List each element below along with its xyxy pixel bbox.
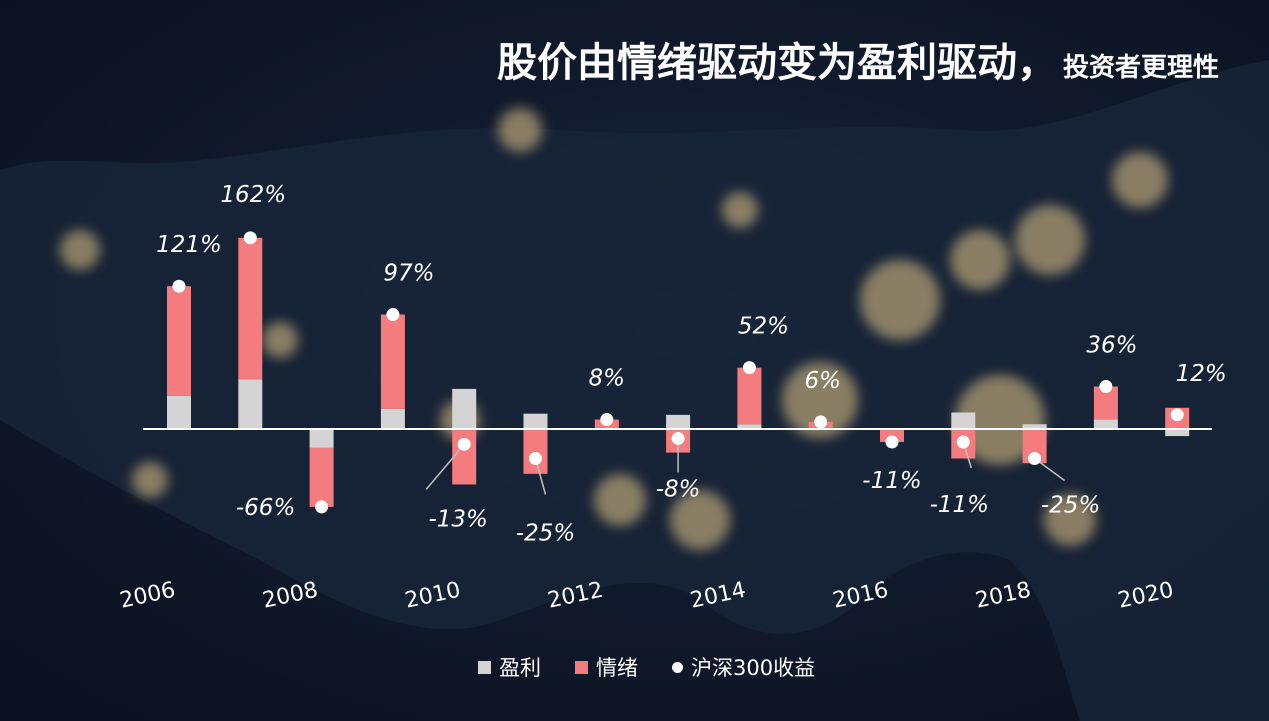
sentiment-bar-2010 <box>452 429 477 485</box>
sentiment-bar-2006 <box>167 286 191 396</box>
x-tick-label-2016: 2016 <box>831 578 891 614</box>
index-return-dot-2007 <box>243 231 257 245</box>
profit-bar-2017 <box>951 412 976 429</box>
x-tick-label-2018: 2018 <box>973 578 1033 614</box>
sentiment-bar-2008 <box>309 447 334 507</box>
index-return-dot-2017 <box>956 435 970 449</box>
bars-layer <box>167 237 1190 507</box>
profit-bar-2013 <box>666 414 691 429</box>
sentiment-bar-2009 <box>380 314 405 409</box>
data-label-2011: -25% <box>516 521 575 547</box>
data-label-2012: 8% <box>589 366 626 392</box>
index-return-dot-2020 <box>1170 408 1184 422</box>
index-return-dot-2018 <box>1028 452 1042 465</box>
index-return-dot-2013 <box>671 431 685 445</box>
index-return-dot-2012 <box>600 413 614 427</box>
legend-item-index-return: 沪深300收益 <box>672 652 815 682</box>
data-label-2006: 121% <box>156 232 222 258</box>
profit-bar-2008 <box>309 429 334 448</box>
legend-item-profit: 盈利 <box>478 652 541 682</box>
legend-label-index-return: 沪深300收益 <box>691 656 816 680</box>
data-label-2020: 12% <box>1176 361 1227 387</box>
profit-bar-2006 <box>167 395 191 429</box>
profit-bar-2018 <box>1022 424 1047 429</box>
data-label-2007: 162% <box>220 182 286 208</box>
x-tick-label-2012: 2012 <box>545 578 605 614</box>
index-return-dot-2014 <box>742 361 756 375</box>
index-return-dot-2010 <box>457 437 471 451</box>
chart-title: 股价由情绪驱动变为盈利驱动， 投资者更理性 <box>497 30 1219 88</box>
legend-swatch-sentiment <box>575 660 588 674</box>
profit-bar-2011 <box>523 413 548 429</box>
legend-swatch-profit <box>478 660 491 674</box>
x-tick-labels-layer: 2006 2008 2010 2012 2014 2016 2018 2020 <box>118 578 1176 614</box>
profit-bar-2014 <box>737 424 762 429</box>
data-label-2017: -11% <box>930 492 989 518</box>
legend-item-sentiment: 情绪 <box>575 652 638 682</box>
data-label-2013: -8% <box>656 476 701 502</box>
data-label-2008: -66% <box>236 495 295 521</box>
x-tick-label-2008: 2008 <box>260 578 320 614</box>
data-label-2015: 6% <box>804 368 841 394</box>
legend-label-profit: 盈利 <box>499 656 541 680</box>
data-label-2018: -25% <box>1041 493 1100 519</box>
profit-bar-2010 <box>452 388 477 429</box>
sentiment-bar-2014 <box>737 367 762 425</box>
data-label-2009: 97% <box>383 261 434 287</box>
legend-dot-index-return <box>672 661 683 673</box>
data-label-2016: -11% <box>862 468 921 494</box>
data-label-2010: -13% <box>428 506 487 532</box>
legend: 盈利 情绪 沪深300收益 <box>478 652 849 682</box>
x-tick-label-2006: 2006 <box>118 578 178 614</box>
index-return-dot-2006 <box>172 279 186 293</box>
index-return-dot-2019 <box>1099 380 1113 394</box>
data-label-2014: 52% <box>738 314 789 340</box>
index-return-dot-2015 <box>814 415 828 429</box>
profit-bar-2007 <box>238 379 263 429</box>
x-tick-label-2020: 2020 <box>1116 578 1176 614</box>
index-return-dot-2008 <box>315 500 329 514</box>
data-label-2019: 36% <box>1086 333 1137 359</box>
legend-label-sentiment: 情绪 <box>596 656 638 680</box>
index-return-dot-2009 <box>386 308 400 322</box>
x-tick-label-2014: 2014 <box>688 578 748 614</box>
profit-bar-2009 <box>380 408 405 429</box>
profit-bar-2020 <box>1165 429 1190 437</box>
title-sub: 投资者更理性 <box>1062 53 1219 83</box>
data-labels-layer: 121% 162% -66% 97% -13% -25% 8% -8% 52% 6% -11% -11… <box>156 182 1227 547</box>
index-return-dot-2016 <box>885 435 899 449</box>
profit-bar-2019 <box>1093 419 1118 429</box>
sentiment-bar-2007 <box>238 237 263 380</box>
dots-layer <box>172 231 1184 514</box>
sentiment-bar-2011 <box>523 429 548 474</box>
index-return-dot-2011 <box>529 452 542 465</box>
title-main: 股价由情绪驱动变为盈利驱动， <box>496 40 1057 86</box>
continent-shape <box>0 60 1269 721</box>
x-tick-label-2010: 2010 <box>403 578 463 614</box>
leader-line-2010 <box>425 443 465 490</box>
